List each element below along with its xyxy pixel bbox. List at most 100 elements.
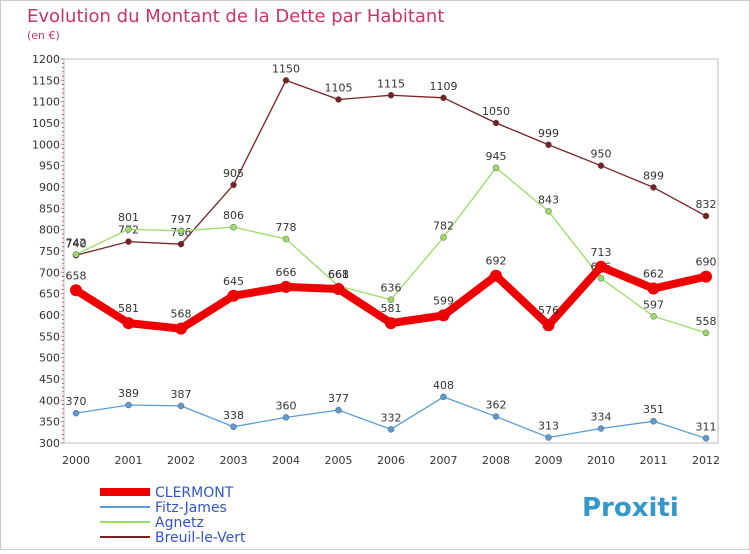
- y-tick-label: 600: [39, 309, 60, 322]
- data-label: 370: [66, 395, 87, 408]
- data-point: [650, 313, 657, 320]
- data-label: 408: [433, 379, 454, 392]
- data-label: 713: [591, 246, 612, 259]
- x-tick-label: 2007: [430, 454, 458, 467]
- y-tick-label: 1000: [32, 138, 60, 151]
- data-label: 332: [381, 411, 402, 424]
- data-label: 599: [433, 294, 454, 307]
- data-label: 832: [696, 198, 717, 211]
- data-label: 334: [591, 410, 612, 423]
- y-tick-label: 900: [39, 181, 60, 194]
- x-tick-label: 2003: [220, 454, 248, 467]
- data-point: [545, 141, 552, 149]
- data-point: [545, 434, 552, 441]
- data-label: 351: [643, 403, 664, 416]
- y-tick-label: 350: [39, 416, 60, 429]
- data-point: [177, 240, 185, 248]
- data-label: 636: [381, 282, 402, 295]
- series-clermont: 658 581 568 645 666 661 581 599 692 576 713 662 690: [66, 246, 717, 335]
- data-point: [440, 94, 447, 102]
- data-point: [440, 234, 447, 241]
- data-point: [702, 212, 710, 220]
- data-label: 597: [643, 298, 664, 311]
- data-label: 558: [696, 315, 717, 328]
- x-tick-label: 2010: [587, 454, 615, 467]
- data-point: [335, 406, 342, 414]
- data-label: 387: [171, 388, 192, 401]
- series-fitz-james: 370 389 387 338 360 377 332 408 362 313 334 351 311: [66, 379, 717, 442]
- data-point: [177, 227, 185, 235]
- data-label: 740: [66, 237, 87, 250]
- data-point: [177, 402, 185, 410]
- data-label: 905: [223, 167, 244, 180]
- data-label: 362: [486, 399, 507, 412]
- series-agnetz: 742801797806778668636782945843686597558: [66, 150, 717, 337]
- data-label: 360: [276, 399, 297, 412]
- y-tick-label: 1050: [32, 117, 60, 130]
- data-point: [332, 282, 345, 295]
- data-label: 690: [696, 256, 717, 269]
- x-tick-label: 2005: [325, 454, 353, 467]
- legend-label: Breuil-le-Vert: [155, 530, 246, 546]
- data-point: [230, 223, 237, 231]
- legend-label: Fitz-James: [155, 500, 227, 516]
- data-point: [702, 329, 710, 337]
- data-label: 313: [538, 419, 559, 432]
- data-label: 782: [433, 219, 454, 232]
- data-point: [440, 393, 447, 401]
- series-layer: 7407727669051150110511151109105099995089…: [66, 62, 717, 442]
- legend-label: CLERMONT: [155, 485, 234, 501]
- data-point: [125, 225, 132, 233]
- data-point: [122, 317, 135, 330]
- data-point: [125, 238, 132, 245]
- data-point: [490, 269, 502, 282]
- proxiti-logo: Proxiti: [582, 493, 679, 523]
- data-point: [650, 417, 657, 425]
- data-point: [597, 275, 605, 282]
- x-tick-label: 2002: [167, 454, 195, 467]
- data-label: 1115: [377, 77, 405, 90]
- data-point: [702, 435, 710, 442]
- data-point: [385, 317, 397, 330]
- x-tick-label: 2009: [535, 454, 563, 467]
- data-point: [70, 284, 82, 297]
- x-tick-label: 2008: [482, 454, 510, 467]
- data-point: [597, 425, 605, 432]
- data-label: 1150: [272, 62, 300, 75]
- y-tick-label: 700: [39, 266, 60, 279]
- y-tick-label: 400: [39, 394, 60, 407]
- data-label: 1105: [325, 82, 353, 95]
- legend-label: Agnetz: [155, 515, 204, 531]
- data-label: 692: [486, 255, 507, 268]
- y-tick-label: 500: [39, 352, 60, 365]
- data-point: [125, 401, 132, 409]
- data-label: 742: [66, 236, 87, 249]
- data-point: [700, 270, 712, 283]
- y-tick-label: 450: [39, 373, 60, 386]
- data-label: 668: [328, 268, 349, 281]
- data-point: [230, 423, 237, 431]
- y-tick-label: 1100: [32, 96, 60, 109]
- data-label: 581: [381, 302, 402, 315]
- data-point: [650, 184, 657, 191]
- data-label: 801: [118, 211, 139, 224]
- y-tick-label: 950: [39, 160, 60, 173]
- logo-text: Proxiti: [582, 493, 679, 523]
- data-label: 899: [643, 169, 664, 182]
- y-tick-label: 300: [39, 437, 60, 450]
- y-tick-label: 800: [39, 224, 60, 237]
- data-label: 1050: [482, 105, 510, 118]
- data-point: [437, 309, 450, 322]
- y-tick-label: 850: [39, 202, 60, 215]
- data-point: [72, 409, 80, 417]
- y-tick-label: 1200: [32, 53, 60, 66]
- data-point: [492, 413, 500, 420]
- y-tick-label: 550: [39, 330, 60, 343]
- data-label: 338: [223, 409, 244, 422]
- data-point: [230, 181, 237, 189]
- data-point: [597, 162, 605, 169]
- data-label: 662: [643, 268, 664, 281]
- plot-area: [63, 58, 719, 444]
- data-point: [335, 96, 342, 103]
